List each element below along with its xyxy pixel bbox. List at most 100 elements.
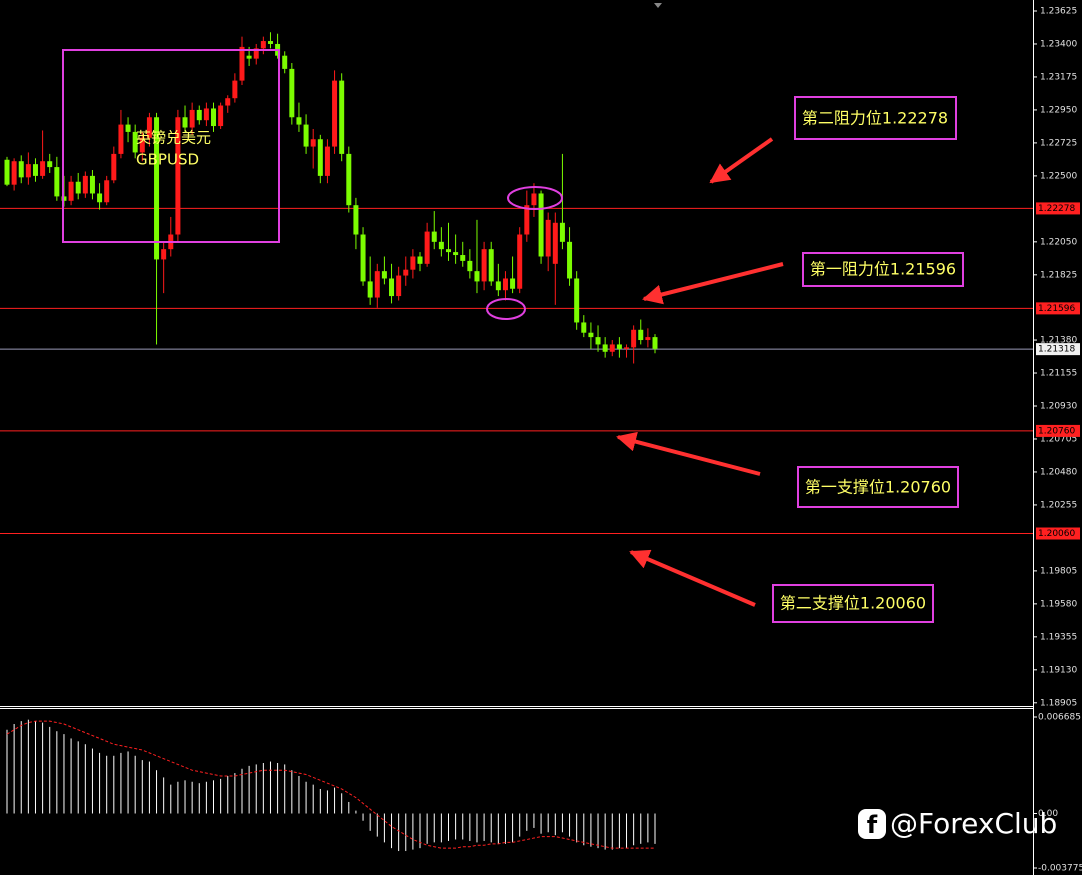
y-tick-label: 1.20480 <box>1040 467 1077 477</box>
y-tick-label: 1.22050 <box>1040 237 1077 247</box>
candle-body <box>346 153 352 206</box>
candle-body <box>595 337 601 345</box>
candle-body <box>82 175 88 194</box>
y-tick-label: 1.19805 <box>1040 566 1077 576</box>
candle-body <box>538 193 544 257</box>
candle-body <box>196 109 202 121</box>
arrow <box>616 431 761 476</box>
logo-letter: f <box>867 811 878 839</box>
candle-body <box>638 329 644 341</box>
candle-body <box>602 344 608 352</box>
candle-body <box>559 222 565 242</box>
y-tick-label: 1.23400 <box>1040 39 1077 49</box>
candle-body <box>495 281 501 291</box>
y-tick-label: 1.19580 <box>1040 599 1077 609</box>
candle-body <box>182 117 188 128</box>
candle-body <box>97 193 103 203</box>
y2-tick-label: -0.003775 <box>1038 863 1082 873</box>
symbol-cn: 英镑兑美元 <box>136 129 211 147</box>
y2-tick-label: 0.00 <box>1038 809 1058 819</box>
annotation-box <box>772 584 934 623</box>
arrow <box>629 549 756 607</box>
y-tick-label: 1.21155 <box>1040 369 1077 379</box>
candle-body <box>631 329 637 348</box>
plot: 1.23625 1.23400 1.23175 1.22950 1.22725 1.225… <box>0 6 1082 873</box>
annotation-box <box>794 96 957 140</box>
candle-body <box>524 205 530 235</box>
candle-body <box>324 146 330 176</box>
candle-body <box>574 278 580 323</box>
candle-body <box>161 249 167 260</box>
level-label-box <box>1036 343 1080 356</box>
candle-body <box>310 139 316 147</box>
candle-body <box>260 41 266 49</box>
candle-body <box>616 344 622 349</box>
candle-body <box>502 278 508 291</box>
candle-body <box>146 117 152 138</box>
candle-body <box>18 161 24 178</box>
candle-body <box>467 260 473 272</box>
y-tick-label: 1.23175 <box>1040 72 1077 82</box>
logo <box>858 809 886 839</box>
level-label: 1.20760 <box>1038 426 1075 436</box>
annotation-box <box>802 252 964 287</box>
level-label-box <box>1036 424 1080 437</box>
y-tick-label: 1.19355 <box>1040 632 1077 642</box>
candle-body <box>545 219 551 257</box>
candle-body <box>47 161 53 168</box>
candle-body <box>189 109 195 128</box>
candle-body <box>453 252 459 256</box>
candle-body <box>652 337 658 349</box>
y-tick-label: 1.20930 <box>1040 401 1077 411</box>
signal-line <box>6 720 655 849</box>
candle-body <box>360 234 366 282</box>
annotation-box <box>797 466 959 508</box>
highlight-ellipse <box>507 186 563 210</box>
candle-body <box>567 241 573 279</box>
candle-body <box>253 48 259 59</box>
annotation: 第一支撑位1.20760 <box>805 478 951 497</box>
candle-body <box>132 131 138 153</box>
candle-body <box>588 332 594 338</box>
candle-body <box>367 281 373 298</box>
candle-body <box>225 98 231 106</box>
candle-body <box>118 124 124 154</box>
candle-body <box>389 278 395 297</box>
candle-body <box>353 205 359 235</box>
candle-body <box>211 108 217 127</box>
candle-body <box>111 153 117 181</box>
candle-body <box>125 124 131 132</box>
candle-body <box>218 105 224 127</box>
y-tick-label: 1.22725 <box>1040 138 1077 148</box>
candle-body <box>581 322 587 333</box>
y-tick-label: 1.19130 <box>1040 665 1077 675</box>
candle-body <box>25 164 31 178</box>
candle-body <box>339 80 345 154</box>
candle-body <box>54 167 60 197</box>
y-tick-label: 1.21380 <box>1040 336 1077 346</box>
candle-body <box>510 278 516 289</box>
candle-body <box>282 55 288 69</box>
y-tick-label: 1.22500 <box>1040 171 1077 181</box>
candle-body <box>396 275 402 297</box>
candle-body <box>460 255 466 261</box>
arrow <box>709 137 774 184</box>
candle-body <box>154 117 160 260</box>
candle-body <box>417 256 423 264</box>
level-label-box <box>1036 527 1080 540</box>
candle-body <box>68 181 74 201</box>
highlight-ellipse <box>486 298 526 320</box>
candle-body <box>431 231 437 242</box>
level-label: 1.20060 <box>1038 529 1075 539</box>
symbol: GBPUSD <box>136 151 199 169</box>
level-label: 1.21318 <box>1038 345 1075 355</box>
level-label: 1.22278 <box>1038 204 1075 214</box>
candle-body <box>517 234 523 289</box>
y-tick-label: 1.22950 <box>1040 105 1077 115</box>
candle-body <box>232 80 238 99</box>
y-tick-label: 1.20255 <box>1040 500 1077 510</box>
candle-body <box>317 139 323 176</box>
candle-body <box>239 46 245 81</box>
candle-body <box>4 159 10 185</box>
candle-body <box>424 231 430 264</box>
